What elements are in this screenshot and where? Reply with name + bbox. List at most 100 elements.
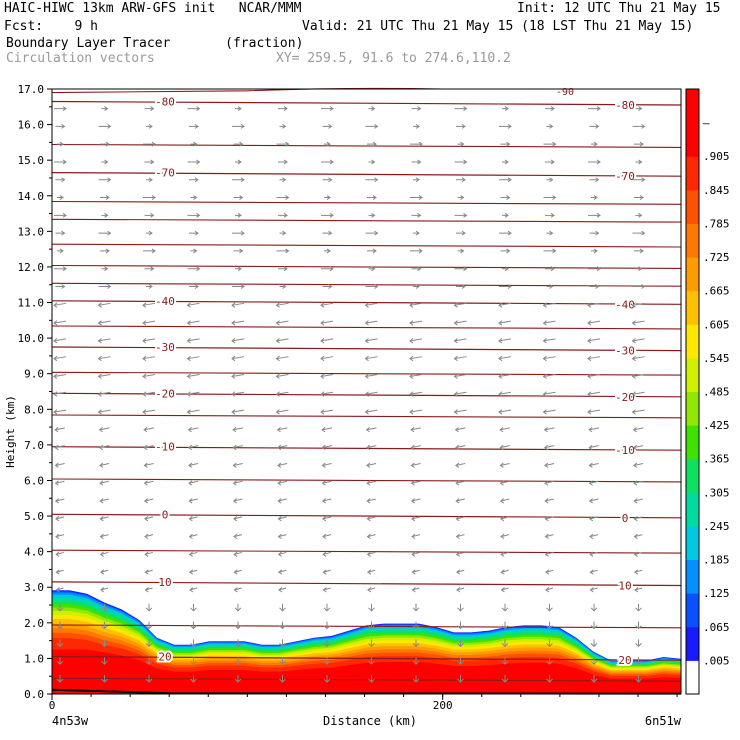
wind-vector bbox=[499, 230, 512, 236]
wind-vector bbox=[364, 409, 378, 415]
wind-vector bbox=[365, 444, 377, 451]
contour-label: -20 bbox=[155, 387, 175, 400]
wind-vector bbox=[56, 603, 64, 612]
wind-vector bbox=[366, 462, 377, 468]
wind-vector bbox=[54, 444, 65, 451]
wind-vector bbox=[498, 391, 512, 397]
wind-vector bbox=[546, 603, 553, 612]
wind-vector bbox=[368, 106, 376, 111]
wind-vector bbox=[146, 177, 153, 183]
wind-vector bbox=[186, 320, 200, 326]
wind-vector bbox=[323, 621, 331, 630]
wind-vector bbox=[409, 409, 423, 415]
wind-vector bbox=[53, 338, 67, 344]
wind-vector bbox=[190, 603, 197, 612]
temperature-contour bbox=[51, 446, 682, 451]
wind-vector bbox=[143, 141, 156, 147]
wind-vector bbox=[544, 462, 555, 468]
wind-vector bbox=[367, 195, 377, 200]
temperature-contour bbox=[51, 549, 682, 554]
wind-vector bbox=[633, 533, 643, 540]
wind-vector bbox=[631, 338, 645, 344]
wind-vector bbox=[99, 498, 109, 504]
y-tick-label: 5.0 bbox=[24, 510, 44, 523]
wind-vector bbox=[187, 266, 201, 272]
wind-vector bbox=[232, 498, 243, 504]
y-tick-label: 1.0 bbox=[24, 652, 44, 665]
colorbar-frame bbox=[685, 88, 700, 695]
wind-vector bbox=[54, 498, 65, 504]
wind-vector bbox=[412, 639, 420, 648]
wind-vector bbox=[545, 106, 555, 111]
wind-vector bbox=[632, 177, 646, 183]
wind-vector bbox=[57, 195, 64, 200]
wind-vector bbox=[188, 462, 199, 468]
wind-vector bbox=[97, 355, 111, 362]
wind-vector bbox=[456, 123, 466, 129]
contour-label: -40 bbox=[155, 295, 175, 308]
wind-vector bbox=[633, 569, 643, 575]
colorbar-label: .305 bbox=[703, 486, 730, 499]
wind-vector bbox=[498, 409, 512, 415]
temperature-contour bbox=[51, 300, 682, 305]
header-line2-right: Valid: 21 UTC Thu 21 May 15 (18 LST Thu … bbox=[302, 19, 694, 34]
wind-vector bbox=[279, 284, 287, 289]
wind-vector bbox=[320, 338, 334, 344]
wind-vector bbox=[588, 426, 599, 433]
wind-vector bbox=[368, 621, 375, 630]
wind-vector bbox=[277, 533, 287, 540]
wind-vector bbox=[57, 141, 64, 147]
wind-vector bbox=[143, 248, 156, 254]
wind-vector bbox=[56, 657, 64, 665]
y-axis-label: Height (km) bbox=[4, 395, 17, 468]
wind-vector bbox=[631, 355, 645, 362]
wind-vector bbox=[453, 409, 467, 415]
wind-vector bbox=[188, 569, 198, 575]
wind-vector bbox=[454, 266, 468, 272]
wind-vector bbox=[545, 266, 555, 272]
wind-vector bbox=[190, 674, 197, 683]
wind-vector bbox=[409, 320, 423, 326]
wind-vector bbox=[456, 177, 466, 183]
wind-vector bbox=[144, 551, 153, 557]
wind-vector bbox=[453, 320, 467, 326]
wind-vector bbox=[546, 621, 553, 630]
wind-vector bbox=[409, 373, 423, 379]
wind-vector bbox=[456, 284, 466, 289]
wind-vector bbox=[368, 657, 375, 665]
wind-vector bbox=[187, 444, 199, 451]
wind-vector bbox=[97, 373, 111, 379]
wind-vector bbox=[453, 302, 467, 308]
wind-vector bbox=[321, 159, 334, 165]
wind-vector bbox=[542, 409, 556, 415]
wind-vector bbox=[635, 106, 643, 111]
temperature-contour bbox=[51, 478, 682, 483]
wind-vector bbox=[323, 603, 331, 612]
colorbar-label: .365 bbox=[703, 453, 730, 466]
wind-vector bbox=[55, 551, 64, 557]
wind-vector bbox=[142, 391, 156, 397]
wind-vector bbox=[589, 551, 598, 557]
wind-vector bbox=[411, 569, 420, 575]
wind-vector bbox=[101, 674, 108, 683]
wind-vector bbox=[542, 355, 556, 362]
wind-vector bbox=[634, 141, 644, 147]
wind-vector bbox=[144, 569, 153, 575]
wind-vector bbox=[146, 123, 153, 129]
wind-vector bbox=[411, 159, 422, 165]
wind-vector bbox=[587, 391, 601, 397]
wind-vector bbox=[635, 266, 643, 272]
wind-vector bbox=[186, 338, 200, 344]
wind-vector bbox=[189, 123, 199, 129]
wind-vector bbox=[189, 284, 199, 289]
contour-label: 10 bbox=[618, 580, 631, 593]
wind-vector bbox=[635, 159, 643, 165]
wind-vector bbox=[55, 587, 64, 593]
wind-vector bbox=[632, 284, 646, 289]
wind-vector bbox=[588, 266, 601, 272]
wind-vector bbox=[587, 409, 601, 415]
wind-vector bbox=[143, 462, 154, 468]
wind-vector bbox=[235, 159, 242, 165]
wind-vector bbox=[322, 533, 332, 540]
wind-vector bbox=[321, 480, 332, 486]
